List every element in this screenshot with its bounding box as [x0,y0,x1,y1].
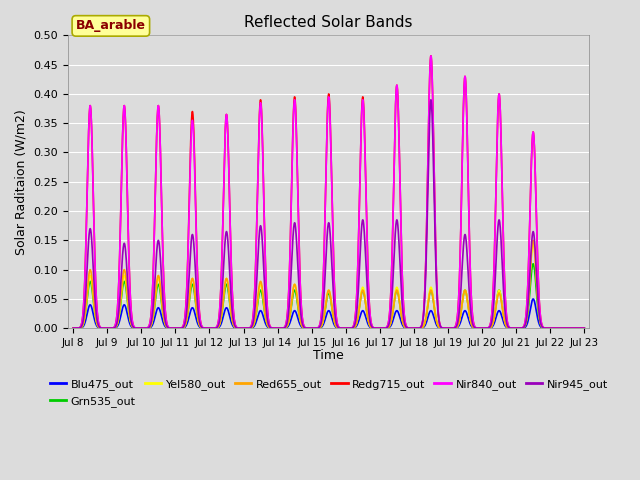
Yel580_out [158,299,166,304]
Nir840_out [158,206,166,212]
Redg715_out [266,321,273,326]
Nir945_out [158,278,166,284]
Redg715_out [427,53,435,59]
Yel580_out [580,325,588,331]
Red655_out [127,322,135,327]
Grn535_out [570,325,578,331]
Redg715_out [287,197,295,203]
Red655_out [287,301,295,307]
Red655_out [69,325,77,331]
Title: Reflected Solar Bands: Reflected Solar Bands [244,15,413,30]
Grn535_out [127,323,135,328]
Line: Nir840_out: Nir840_out [73,56,584,328]
Yel580_out [266,324,273,330]
Legend: Blu475_out, Grn535_out, Yel580_out, Red655_out, Redg715_out, Nir840_out, Nir945_: Blu475_out, Grn535_out, Yel580_out, Red6… [45,375,612,411]
Grn535_out [515,325,523,331]
Yel580_out [127,322,135,328]
Nir840_out [287,199,295,204]
Grn535_out [266,324,273,330]
Line: Red655_out: Red655_out [73,240,584,328]
Line: Blu475_out: Blu475_out [73,299,584,328]
Red655_out [580,325,588,331]
Blu475_out [580,325,588,331]
Red655_out [570,325,578,331]
Grn535_out [69,325,77,331]
Line: Nir945_out: Nir945_out [73,100,584,328]
Redg715_out [580,325,588,331]
Redg715_out [515,325,523,331]
Blu475_out [515,325,523,331]
Grn535_out [287,304,295,310]
Nir840_out [266,321,273,326]
Redg715_out [570,325,578,331]
Nir840_out [515,325,523,331]
Grn535_out [580,325,588,331]
Nir945_out [515,325,523,331]
Yel580_out [570,325,578,331]
Blu475_out [570,325,578,331]
Line: Redg715_out: Redg715_out [73,56,584,328]
Blu475_out [287,316,295,322]
Nir840_out [570,325,578,331]
X-axis label: Time: Time [314,349,344,362]
Blu475_out [158,314,166,320]
Nir945_out [266,324,273,329]
Y-axis label: Solar Raditaion (W/m2): Solar Raditaion (W/m2) [15,109,28,255]
Red655_out [158,297,166,303]
Nir840_out [580,325,588,331]
Nir945_out [69,325,77,331]
Yel580_out [287,301,295,307]
Line: Yel580_out: Yel580_out [73,243,584,328]
Grn535_out [529,261,537,267]
Nir945_out [570,325,578,331]
Yel580_out [515,325,523,331]
Blu475_out [529,296,537,302]
Text: BA_arable: BA_arable [76,19,146,33]
Blu475_out [127,324,135,330]
Nir945_out [580,325,588,331]
Nir945_out [427,97,435,103]
Red655_out [529,238,537,243]
Nir945_out [127,320,135,325]
Redg715_out [127,311,135,317]
Line: Grn535_out: Grn535_out [73,264,584,328]
Nir840_out [427,53,435,59]
Blu475_out [69,325,77,331]
Grn535_out [158,302,166,308]
Red655_out [266,324,273,330]
Yel580_out [69,325,77,331]
Nir945_out [287,267,295,273]
Yel580_out [529,240,537,246]
Nir840_out [69,325,77,331]
Redg715_out [158,206,166,212]
Blu475_out [266,325,273,331]
Nir840_out [127,311,135,317]
Red655_out [515,325,523,331]
Redg715_out [69,325,77,331]
